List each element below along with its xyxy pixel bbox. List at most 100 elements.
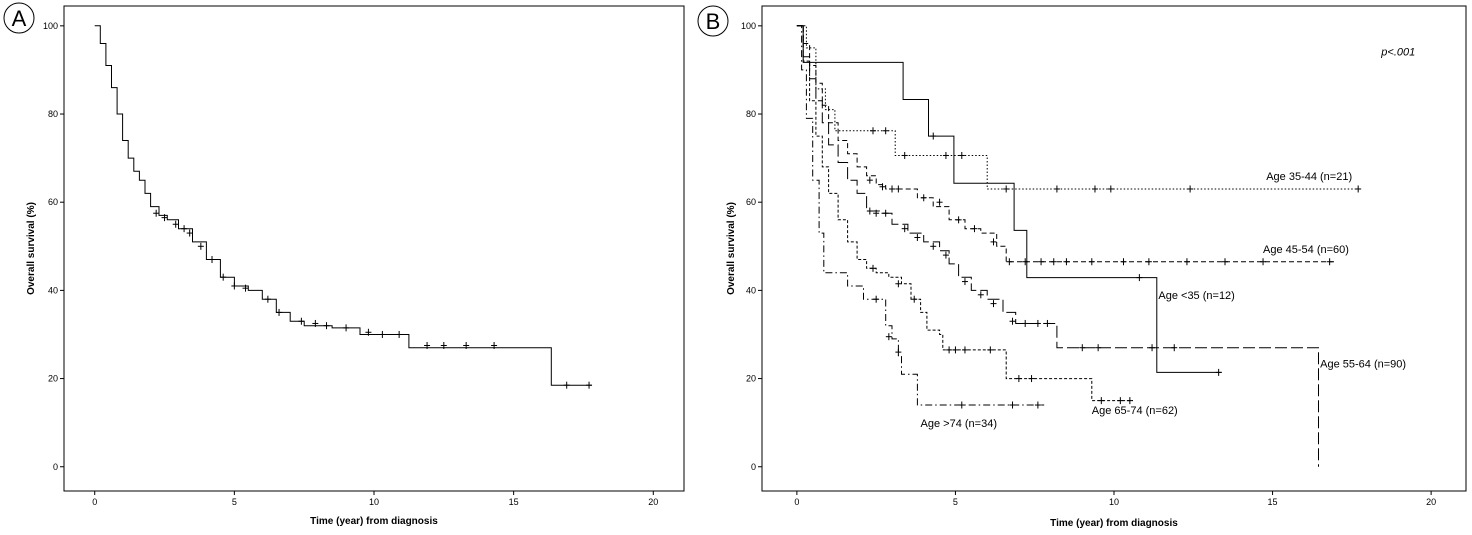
x-tick-label: 0	[92, 497, 97, 507]
panel-letter-circle	[697, 5, 729, 37]
panel-letter: A	[12, 6, 27, 31]
x-axis-title: Time (year) from diagnosis	[1050, 518, 1178, 529]
censor-mark	[873, 295, 880, 303]
censor-mark	[463, 342, 470, 349]
censor-mark	[936, 198, 943, 206]
series-label-6: Age >74 (n=34)	[921, 418, 997, 430]
censor-mark	[491, 342, 498, 349]
x-tick-label: 5	[232, 497, 237, 507]
censor-mark	[889, 185, 896, 193]
censor-mark	[977, 291, 984, 299]
censor-mark	[181, 225, 188, 233]
series-label-2: Age 35-44 (n=21)	[1266, 171, 1352, 183]
censor-mark	[1221, 258, 1228, 266]
censor-mark	[343, 324, 350, 332]
censor-mark	[1006, 258, 1013, 266]
censor-mark	[1003, 185, 1010, 193]
plot-frame	[761, 5, 1467, 492]
censor-mark	[1107, 185, 1114, 193]
x-tick-label: 10	[369, 497, 379, 507]
censor-mark	[1120, 258, 1127, 266]
censor-mark	[186, 229, 193, 237]
series-label-3: Age 45-54 (n=60)	[1263, 244, 1349, 256]
series-label-1: Age <35 (n=12)	[1158, 290, 1234, 302]
censor-mark	[955, 216, 962, 224]
censor-mark	[1063, 258, 1070, 266]
censor-mark	[440, 342, 447, 349]
censor-mark	[379, 330, 386, 338]
censor-mark	[866, 176, 873, 184]
censor-mark	[1050, 258, 1057, 266]
censor-mark	[298, 317, 305, 325]
censor-mark	[1183, 258, 1190, 266]
x-tick-label: 5	[953, 497, 958, 507]
censor-mark	[930, 132, 937, 140]
panel-b: 0 5 10 15 20 0 20 40 60 80 100 Time (year) from dia…	[697, 5, 1467, 529]
censor-mark	[396, 330, 403, 338]
censor-mark	[220, 273, 227, 281]
censor-mark	[1022, 319, 1029, 327]
censor-mark	[971, 225, 978, 233]
censor-mark	[895, 185, 902, 193]
censor-mark	[990, 238, 997, 246]
censor-mark	[1034, 319, 1041, 327]
censor-mark	[958, 401, 965, 409]
censor-mark	[1149, 344, 1156, 352]
censor-mark	[1034, 401, 1041, 409]
censor-mark	[958, 151, 965, 159]
x-axis-title: Time (year) from diagnosis	[310, 516, 438, 527]
censor-mark	[242, 284, 249, 292]
y-tick-label: 80	[48, 109, 58, 119]
series-line-3	[796, 25, 1336, 263]
censor-mark	[990, 300, 997, 308]
censor-mark	[895, 280, 902, 288]
censor-mark	[1028, 375, 1035, 383]
panel-a: 0 5 10 15 20 0 20 40 60 80 100 Time (year) from dia…	[3, 2, 685, 527]
censor-mark	[586, 381, 593, 389]
censor-mark	[866, 207, 873, 215]
censor-mark	[1126, 397, 1133, 405]
x-tick-label: 15	[509, 497, 519, 507]
x-tick-label: 20	[648, 497, 658, 507]
censor-mark	[873, 209, 880, 217]
censor-mark	[231, 282, 238, 290]
series-line-1	[94, 25, 592, 386]
censor-mark	[882, 209, 889, 217]
censor-mark	[1009, 401, 1016, 409]
y-axis-title: Overall survival (%)	[26, 202, 37, 295]
censor-mark	[172, 220, 179, 228]
censor-mark	[914, 233, 921, 241]
censor-mark	[197, 242, 204, 250]
censor-mark	[882, 127, 889, 135]
censor-mark	[424, 342, 431, 349]
y-axis-title: Overall survival (%)	[726, 202, 737, 295]
x-tick-label: 10	[1109, 497, 1119, 507]
censor-mark	[1326, 258, 1333, 266]
censor-mark	[264, 295, 271, 303]
censor-mark	[1079, 344, 1086, 352]
censor-mark	[885, 333, 892, 341]
y-tick-label: 0	[53, 462, 58, 472]
censor-mark	[1355, 185, 1362, 193]
censor-mark	[209, 256, 216, 264]
censor-mark	[1009, 317, 1016, 325]
censor-mark	[1187, 185, 1194, 193]
censor-mark	[1053, 185, 1060, 193]
y-tick-label: 40	[746, 285, 756, 295]
censor-mark	[952, 346, 959, 354]
series-line-1	[796, 25, 1222, 373]
censor-mark	[942, 151, 949, 159]
y-tick-label: 20	[48, 374, 58, 384]
censor-mark	[365, 328, 372, 336]
censor-mark	[987, 346, 994, 354]
series-line-5	[796, 25, 1133, 402]
y-tick-label: 100	[741, 21, 756, 31]
censor-mark	[930, 242, 937, 250]
censor-mark	[1260, 258, 1267, 266]
censor-mark	[1088, 258, 1095, 266]
y-tick-label: 60	[746, 197, 756, 207]
x-tick-label: 15	[1268, 497, 1278, 507]
censor-mark	[1095, 344, 1102, 352]
censor-mark	[869, 127, 876, 135]
